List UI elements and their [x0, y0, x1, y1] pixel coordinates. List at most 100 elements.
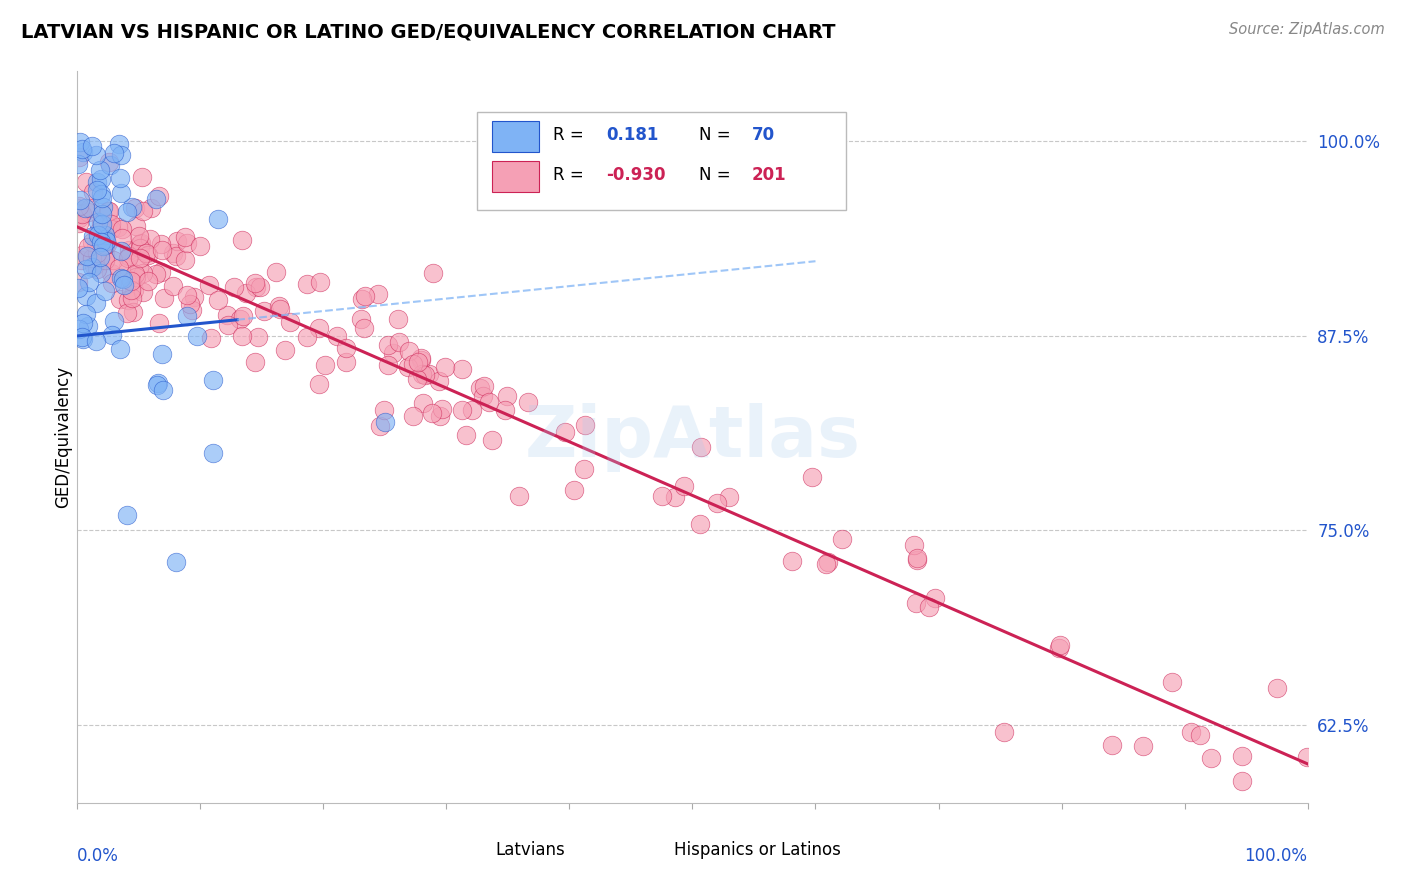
- Point: [405, 372, 427, 386]
- Point: [69, 194, 91, 208]
- Point: [165, 249, 187, 263]
- Point: [471, 389, 494, 403]
- Point: [1265, 681, 1288, 695]
- Point: [136, 274, 159, 288]
- Point: [162, 246, 184, 260]
- Point: [108, 260, 131, 275]
- Point: [461, 402, 484, 417]
- Point: [308, 275, 330, 289]
- Point: [249, 280, 271, 294]
- Point: [402, 357, 425, 371]
- Point: [326, 329, 349, 343]
- Point: [94, 248, 117, 262]
- Point: [145, 378, 167, 392]
- Point: [75, 201, 97, 215]
- Point: [152, 384, 174, 398]
- Point: [1132, 739, 1154, 753]
- Point: [84, 239, 107, 253]
- Point: [689, 516, 711, 531]
- Point: [118, 243, 141, 257]
- Point: [402, 409, 425, 424]
- Point: [77, 240, 100, 254]
- Point: [72, 316, 94, 330]
- Point: [508, 489, 530, 503]
- Point: [110, 148, 132, 162]
- Point: [166, 234, 188, 248]
- Point: [176, 235, 198, 250]
- Point: [67, 321, 90, 335]
- Point: [90, 172, 112, 186]
- Point: [179, 297, 201, 311]
- Point: [1101, 738, 1123, 752]
- Point: [243, 276, 266, 290]
- Point: [100, 217, 122, 231]
- Point: [1230, 774, 1253, 789]
- Point: [90, 187, 112, 202]
- Point: [420, 406, 443, 420]
- Point: [125, 270, 148, 285]
- Point: [98, 158, 121, 172]
- Point: [86, 175, 108, 189]
- Point: [280, 315, 302, 329]
- FancyBboxPatch shape: [492, 161, 538, 192]
- Point: [495, 389, 517, 403]
- Point: [108, 292, 131, 306]
- Point: [222, 279, 245, 293]
- Point: [139, 201, 162, 215]
- Point: [76, 249, 98, 263]
- Point: [110, 244, 132, 258]
- Point: [112, 277, 135, 292]
- Point: [406, 355, 429, 369]
- Point: [70, 142, 93, 156]
- Point: [132, 204, 155, 219]
- Point: [422, 267, 444, 281]
- Point: [186, 329, 208, 343]
- Point: [75, 307, 97, 321]
- Point: [183, 290, 205, 304]
- Point: [82, 185, 104, 199]
- Point: [1180, 724, 1202, 739]
- Text: 0.0%: 0.0%: [77, 847, 120, 864]
- Point: [131, 285, 153, 299]
- Point: [905, 553, 928, 567]
- Point: [129, 241, 152, 255]
- Point: [554, 425, 576, 439]
- Point: [367, 287, 389, 301]
- Point: [149, 237, 172, 252]
- Point: [188, 239, 211, 253]
- Point: [111, 272, 134, 286]
- Point: [1295, 750, 1317, 764]
- Point: [84, 147, 107, 161]
- Point: [450, 362, 472, 376]
- Point: [412, 396, 434, 410]
- Point: [388, 334, 411, 349]
- Point: [202, 373, 225, 387]
- Point: [79, 202, 101, 216]
- Point: [132, 266, 155, 280]
- Point: [128, 251, 150, 265]
- Point: [80, 235, 103, 250]
- Point: [413, 368, 436, 382]
- Point: [115, 508, 138, 522]
- Point: [120, 283, 142, 297]
- Point: [128, 260, 150, 275]
- Point: [107, 137, 129, 152]
- Point: [89, 250, 111, 264]
- Point: [93, 232, 115, 246]
- Point: [82, 139, 104, 153]
- Point: [429, 409, 451, 424]
- Text: Source: ZipAtlas.com: Source: ZipAtlas.com: [1229, 22, 1385, 37]
- Point: [66, 281, 89, 295]
- Point: [93, 228, 115, 243]
- Point: [801, 470, 824, 484]
- Point: [831, 532, 853, 546]
- Point: [100, 222, 122, 236]
- Point: [90, 191, 112, 205]
- Point: [217, 318, 239, 332]
- Point: [374, 415, 396, 429]
- Point: [562, 483, 585, 498]
- FancyBboxPatch shape: [440, 839, 486, 862]
- Point: [377, 338, 399, 352]
- Point: [110, 271, 132, 285]
- Point: [398, 344, 420, 359]
